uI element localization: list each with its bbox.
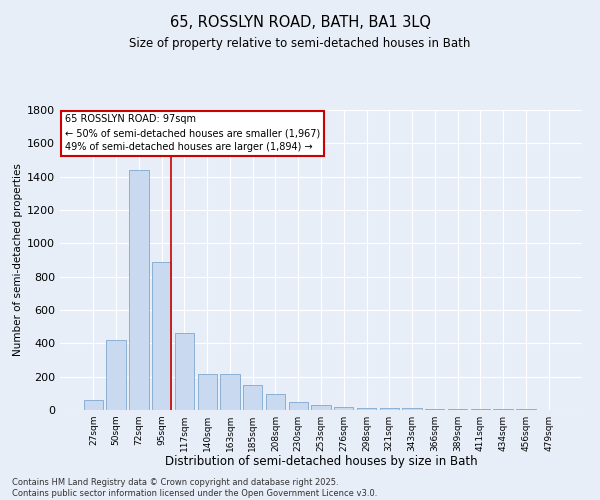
Y-axis label: Number of semi-detached properties: Number of semi-detached properties [13, 164, 23, 356]
Bar [197, 374, 217, 410]
Bar [175, 334, 194, 410]
Bar [129, 170, 149, 410]
Text: 65, ROSSLYN ROAD, BATH, BA1 3LQ: 65, ROSSLYN ROAD, BATH, BA1 3LQ [170, 15, 431, 30]
Bar [403, 408, 422, 410]
Bar [425, 408, 445, 410]
Bar [289, 402, 308, 410]
X-axis label: Distribution of semi-detached houses by size in Bath: Distribution of semi-detached houses by … [164, 456, 478, 468]
Bar [334, 406, 353, 410]
Bar [470, 409, 490, 410]
Bar [380, 408, 399, 410]
Text: Contains HM Land Registry data © Crown copyright and database right 2025.
Contai: Contains HM Land Registry data © Crown c… [12, 478, 377, 498]
Bar [516, 408, 536, 410]
Bar [152, 262, 172, 410]
Text: Size of property relative to semi-detached houses in Bath: Size of property relative to semi-detach… [130, 38, 470, 51]
Bar [448, 409, 467, 410]
Text: 65 ROSSLYN ROAD: 97sqm
← 50% of semi-detached houses are smaller (1,967)
49% of : 65 ROSSLYN ROAD: 97sqm ← 50% of semi-det… [65, 114, 320, 152]
Bar [243, 385, 262, 410]
Bar [311, 405, 331, 410]
Bar [266, 394, 285, 410]
Bar [84, 400, 103, 410]
Bar [220, 374, 239, 410]
Bar [357, 408, 376, 410]
Bar [106, 340, 126, 410]
Bar [493, 409, 513, 410]
